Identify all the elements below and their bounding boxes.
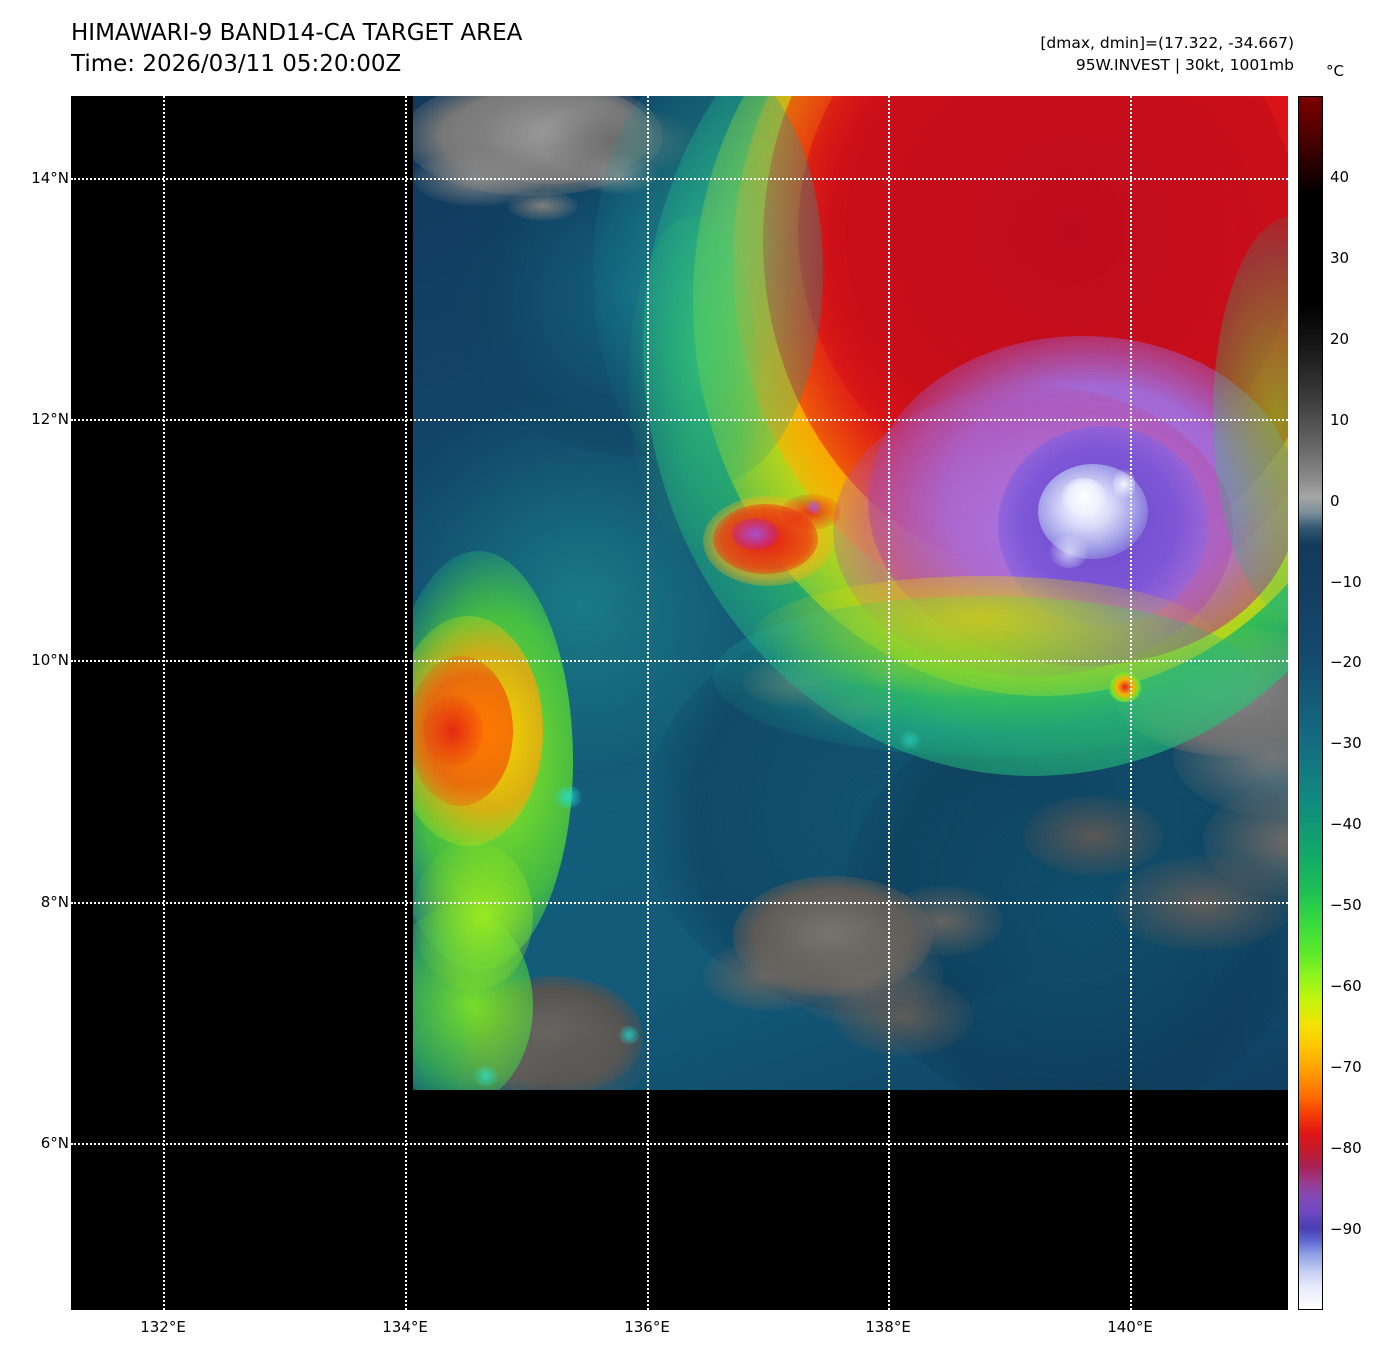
lon-tick-132e: 132°E (140, 1318, 186, 1336)
temperature-colorbar (1298, 96, 1323, 1310)
cbar-tick-m60: −60 (1330, 977, 1362, 995)
satellite-image-plot: Copyright © 2020-2026 Dapiya (71, 96, 1288, 1310)
cbar-tick-40: 40 (1330, 168, 1350, 186)
lat-tick-6n: 6°N (40, 1134, 69, 1152)
cbar-tick-m50: −50 (1330, 896, 1362, 914)
colorbar-unit-label: °C (1326, 62, 1344, 80)
lon-tick-134e: 134°E (382, 1318, 428, 1336)
cbar-tick-m30: −30 (1330, 734, 1362, 752)
cbar-tick-0: 0 (1330, 492, 1340, 510)
cbar-tick-30: 30 (1330, 249, 1350, 267)
gridline-lat-12 (71, 419, 1288, 421)
header-meta-block: [dmax, dmin]=(17.322, -34.667) 95W.INVES… (1040, 32, 1294, 76)
cbar-tick-m10: −10 (1330, 573, 1362, 591)
gridline-lat-6 (71, 1143, 1288, 1145)
cbar-tick-m80: −80 (1330, 1139, 1362, 1157)
timestamp-label: Time: 2026/03/11 05:20:00Z (71, 51, 402, 77)
lat-tick-8n: 8°N (40, 893, 69, 911)
cbar-tick-m40: −40 (1330, 815, 1362, 833)
gridline-lon-138 (888, 96, 890, 1310)
cbar-tick-m90: −90 (1330, 1220, 1362, 1238)
gridline-lon-134 (405, 96, 407, 1310)
gridline-lat-14 (71, 178, 1288, 180)
cbar-tick-10: 10 (1330, 411, 1350, 429)
lon-tick-138e: 138°E (865, 1318, 911, 1336)
cbar-tick-m20: −20 (1330, 653, 1362, 671)
lon-tick-136e: 136°E (624, 1318, 670, 1336)
storm-info-label: 95W.INVEST | 30kt, 1001mb (1075, 56, 1294, 74)
lat-tick-14n: 14°N (31, 169, 69, 187)
page-title: HIMAWARI-9 BAND14-CA TARGET AREA (71, 20, 523, 46)
gridline-lat-8 (71, 902, 1288, 904)
gridline-lon-136 (647, 96, 649, 1310)
dmax-dmin-label: [dmax, dmin]=(17.322, -34.667) (1040, 34, 1294, 52)
header-title-block: HIMAWARI-9 BAND14-CA TARGET AREA Time: 2… (71, 18, 522, 80)
cbar-tick-20: 20 (1330, 330, 1350, 348)
lat-tick-10n: 10°N (31, 651, 69, 669)
gridline-lat-10 (71, 660, 1288, 662)
satellite-raster (413, 96, 1288, 1090)
lat-tick-12n: 12°N (31, 410, 69, 428)
gridline-lon-132 (163, 96, 165, 1310)
lon-tick-140e: 140°E (1107, 1318, 1153, 1336)
cbar-tick-m70: −70 (1330, 1058, 1362, 1076)
gridline-lon-140 (1130, 96, 1132, 1310)
